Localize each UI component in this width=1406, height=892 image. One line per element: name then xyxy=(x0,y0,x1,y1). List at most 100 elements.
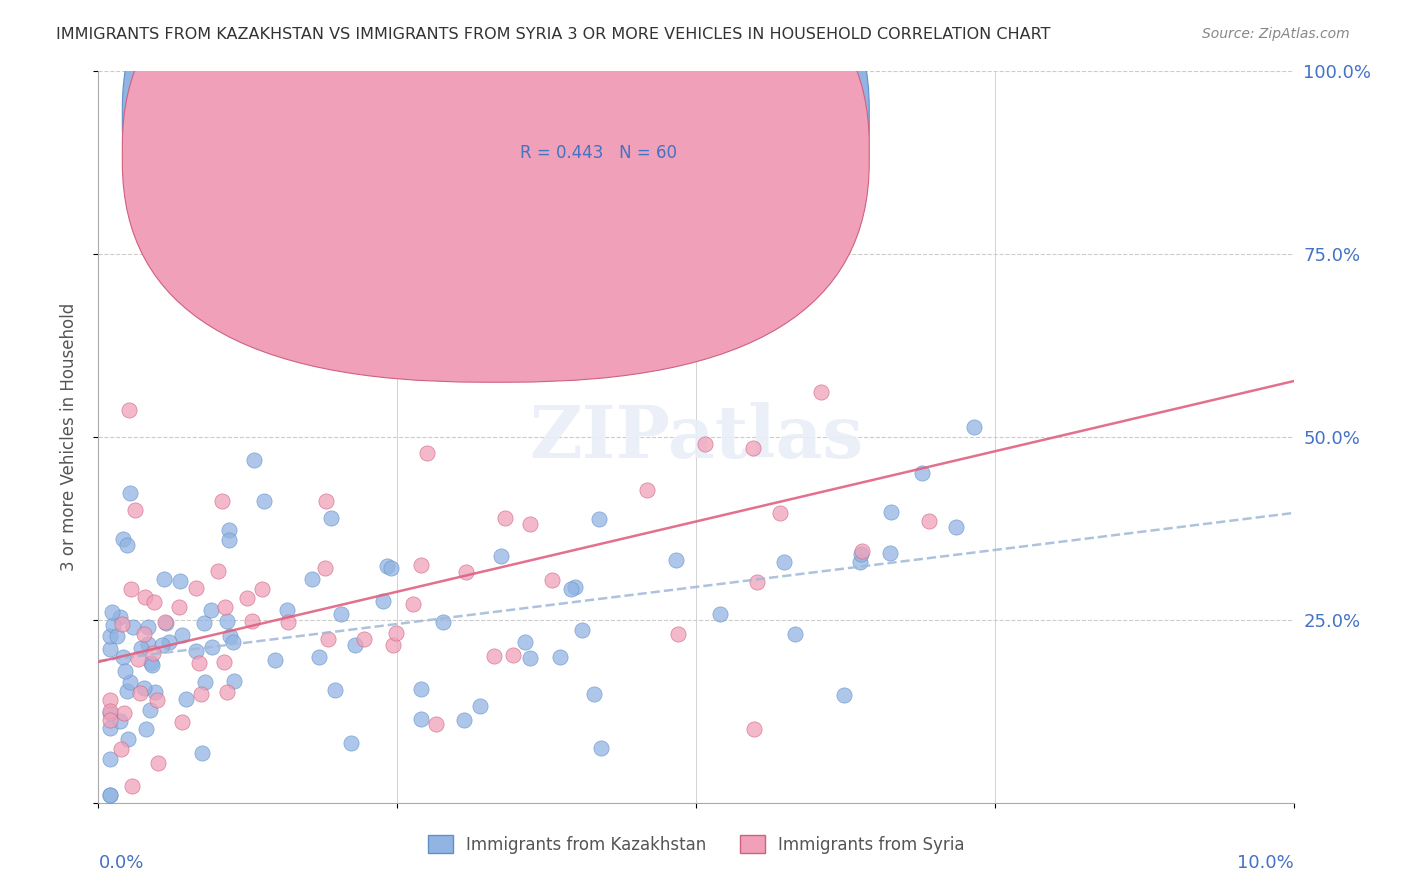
Immigrants from Kazakhstan xyxy=(118,486,141,500)
Immigrants from Kazakhstan xyxy=(170,628,193,642)
Legend: Immigrants from Kazakhstan, Immigrants from Syria: Immigrants from Kazakhstan, Immigrants f… xyxy=(420,829,972,860)
Immigrants from Kazakhstan xyxy=(111,649,134,664)
Immigrants from Syria xyxy=(240,614,263,628)
Immigrants from Syria xyxy=(112,706,135,720)
Immigrants from Kazakhstan xyxy=(98,721,122,735)
Immigrants from Kazakhstan xyxy=(136,620,159,634)
Immigrants from Syria xyxy=(211,493,233,508)
Immigrants from Kazakhstan xyxy=(468,698,491,713)
Immigrants from Kazakhstan xyxy=(186,644,208,658)
Immigrants from Kazakhstan xyxy=(243,452,266,467)
Immigrants from Syria xyxy=(145,693,167,707)
Immigrants from Syria xyxy=(236,591,259,606)
Immigrants from Syria xyxy=(212,655,235,669)
Immigrants from Kazakhstan xyxy=(121,620,143,634)
Immigrants from Kazakhstan xyxy=(513,634,536,648)
Immigrants from Kazakhstan xyxy=(98,706,122,720)
Immigrants from Syria xyxy=(384,625,406,640)
Immigrants from Kazakhstan xyxy=(108,714,131,729)
Immigrants from Kazakhstan xyxy=(588,512,610,526)
Immigrants from Syria xyxy=(169,600,191,615)
Immigrants from Syria xyxy=(110,742,132,756)
Immigrants from Kazakhstan xyxy=(409,712,432,726)
Immigrants from Kazakhstan xyxy=(849,555,872,569)
Immigrants from Kazakhstan xyxy=(264,652,287,666)
Immigrants from Kazakhstan xyxy=(773,555,796,569)
Text: IMMIGRANTS FROM KAZAKHSTAN VS IMMIGRANTS FROM SYRIA 3 OR MORE VEHICLES IN HOUSEH: IMMIGRANTS FROM KAZAKHSTAN VS IMMIGRANTS… xyxy=(56,27,1050,42)
Immigrants from Syria xyxy=(416,446,439,460)
Immigrants from Syria xyxy=(146,756,169,771)
Immigrants from Kazakhstan xyxy=(139,703,162,717)
Immigrants from Kazakhstan xyxy=(194,674,217,689)
Immigrants from Kazakhstan xyxy=(141,657,163,672)
Immigrants from Kazakhstan xyxy=(174,691,197,706)
Text: 0.0%: 0.0% xyxy=(98,854,143,872)
Immigrants from Syria xyxy=(142,646,165,660)
Immigrants from Syria xyxy=(828,181,851,195)
Immigrants from Kazakhstan xyxy=(139,656,162,670)
Immigrants from Kazakhstan xyxy=(98,752,122,766)
Immigrants from Kazakhstan xyxy=(253,494,276,508)
Immigrants from Syria xyxy=(214,600,236,615)
Immigrants from Kazakhstan xyxy=(371,594,394,608)
Immigrants from Kazakhstan xyxy=(219,629,242,643)
Text: R = 0.249   N = 90: R = 0.249 N = 90 xyxy=(520,108,678,126)
Immigrants from Kazakhstan xyxy=(571,623,593,637)
Immigrants from Kazakhstan xyxy=(153,572,176,586)
Immigrants from Syria xyxy=(98,693,122,707)
Immigrants from Syria xyxy=(190,687,212,701)
Immigrants from Syria xyxy=(411,558,433,573)
Immigrants from Syria xyxy=(98,714,122,728)
Immigrants from Syria xyxy=(170,715,193,730)
FancyBboxPatch shape xyxy=(457,90,815,185)
Immigrants from Kazakhstan xyxy=(375,558,398,573)
Immigrants from Syria xyxy=(353,632,375,646)
Immigrants from Syria xyxy=(747,575,769,590)
Immigrants from Kazakhstan xyxy=(157,634,180,648)
Immigrants from Syria xyxy=(315,494,337,508)
Immigrants from Kazakhstan xyxy=(98,629,122,643)
Immigrants from Kazakhstan xyxy=(218,523,240,537)
Immigrants from Kazakhstan xyxy=(962,419,984,434)
Immigrants from Syria xyxy=(121,779,143,793)
Immigrants from Syria xyxy=(127,652,149,666)
Immigrants from Kazakhstan xyxy=(120,674,142,689)
Immigrants from Kazakhstan xyxy=(560,582,582,596)
Immigrants from Syria xyxy=(851,544,873,558)
FancyBboxPatch shape xyxy=(122,0,869,345)
Immigrants from Kazakhstan xyxy=(301,572,323,586)
Immigrants from Syria xyxy=(541,573,564,587)
Immigrants from Kazakhstan xyxy=(432,615,454,629)
Immigrants from Syria xyxy=(207,564,229,578)
Immigrants from Syria xyxy=(187,656,209,670)
Immigrants from Syria xyxy=(316,632,339,646)
Immigrants from Kazakhstan xyxy=(169,574,191,588)
Immigrants from Kazakhstan xyxy=(135,722,157,736)
Text: R = 0.443   N = 60: R = 0.443 N = 60 xyxy=(520,145,678,162)
Immigrants from Kazakhstan xyxy=(330,607,353,621)
Immigrants from Kazakhstan xyxy=(201,640,224,654)
Immigrants from Kazakhstan xyxy=(880,505,903,519)
Immigrants from Syria xyxy=(381,638,404,652)
Immigrants from Kazakhstan xyxy=(111,533,134,547)
Immigrants from Syria xyxy=(184,581,207,595)
Immigrants from Kazakhstan xyxy=(191,746,214,760)
Immigrants from Kazakhstan xyxy=(340,736,363,750)
Immigrants from Kazakhstan xyxy=(98,641,122,656)
Immigrants from Syria xyxy=(142,595,165,609)
Immigrants from Kazakhstan xyxy=(218,533,240,547)
Immigrants from Kazakhstan xyxy=(879,546,901,560)
Immigrants from Kazakhstan xyxy=(136,637,159,651)
Immigrants from Kazakhstan xyxy=(489,549,512,563)
Immigrants from Kazakhstan xyxy=(849,547,872,561)
Immigrants from Syria xyxy=(519,516,541,531)
Immigrants from Kazakhstan xyxy=(193,616,215,631)
Immigrants from Kazakhstan xyxy=(115,538,138,552)
Immigrants from Syria xyxy=(252,582,274,597)
Immigrants from Syria xyxy=(742,722,765,736)
Immigrants from Kazakhstan xyxy=(945,520,967,534)
Immigrants from Kazakhstan xyxy=(200,603,222,617)
Immigrants from Kazakhstan xyxy=(832,688,855,702)
Immigrants from Kazakhstan xyxy=(98,789,122,803)
Immigrants from Kazakhstan xyxy=(98,789,122,803)
